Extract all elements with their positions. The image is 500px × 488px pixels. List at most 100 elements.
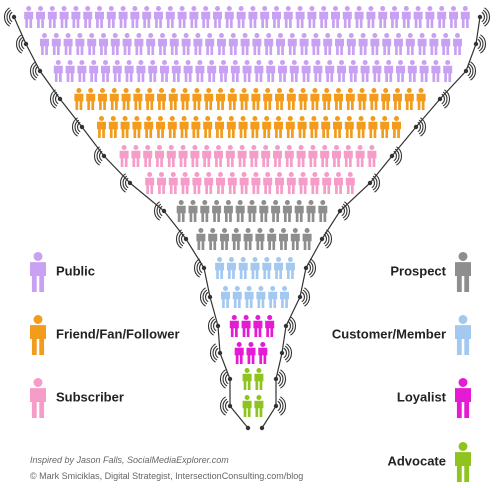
signal-arc xyxy=(286,343,292,363)
signal-arc xyxy=(212,345,218,361)
legend-icon xyxy=(30,377,46,418)
edge-dot xyxy=(303,265,309,271)
edge-dot xyxy=(245,425,251,431)
signal-arc xyxy=(50,89,56,109)
person-row xyxy=(242,367,264,390)
edge-dot xyxy=(217,350,223,356)
signal-arc xyxy=(288,318,294,334)
signal-arc xyxy=(280,396,286,416)
signal-arc xyxy=(208,316,214,336)
edge-dot xyxy=(183,236,189,242)
person-row xyxy=(145,171,355,194)
signal-arc xyxy=(481,11,485,23)
edge-dot xyxy=(259,425,265,431)
signal-arc xyxy=(441,93,445,105)
edge-dot xyxy=(79,124,85,130)
signal-arc xyxy=(77,121,81,133)
signal-arc xyxy=(6,9,12,25)
legend-icon xyxy=(455,251,471,292)
signal-arc xyxy=(326,229,332,249)
legend-icon xyxy=(455,377,471,418)
legend-label: Public xyxy=(56,263,95,278)
edge-dot xyxy=(161,208,167,214)
signal-arc xyxy=(181,233,185,245)
signal-arc xyxy=(374,173,380,193)
signal-arc xyxy=(280,369,286,389)
edge-dot xyxy=(273,403,279,409)
signal-arc xyxy=(176,229,182,249)
signal-arc xyxy=(310,258,316,278)
signal-arc xyxy=(220,396,226,416)
signal-arc xyxy=(301,291,305,303)
signal-arc xyxy=(342,203,348,219)
person-row xyxy=(215,256,295,279)
signal-arc xyxy=(30,61,36,81)
legend: Public Friend/Fan/Follower Subscriber Prosp… xyxy=(30,251,471,482)
signal-arc xyxy=(32,63,38,79)
edge-dot xyxy=(367,180,373,186)
signal-arc xyxy=(278,398,284,414)
signal-arc xyxy=(393,150,397,162)
edge-dot xyxy=(473,41,479,47)
legend-label: Subscriber xyxy=(56,389,124,404)
edge-dot xyxy=(337,208,343,214)
signal-arc xyxy=(199,262,203,274)
signal-arc xyxy=(120,173,126,193)
signal-arc xyxy=(467,65,471,77)
signal-arc xyxy=(308,260,314,276)
signal-arc xyxy=(210,343,216,363)
signal-arc xyxy=(284,345,290,361)
signal-arc xyxy=(277,373,281,385)
person-row xyxy=(242,394,264,417)
signal-arc xyxy=(484,7,490,27)
signal-arc xyxy=(52,91,58,107)
signal-arc xyxy=(442,91,448,107)
signal-arc xyxy=(21,38,25,50)
signal-arc xyxy=(372,175,378,191)
signal-arc xyxy=(74,119,80,135)
edge-dot xyxy=(101,153,107,159)
person-row xyxy=(74,87,426,110)
edge-dot xyxy=(207,294,213,300)
edge-dot xyxy=(37,68,43,74)
signal-arc xyxy=(18,36,24,52)
edge-dot xyxy=(413,124,419,130)
signal-arc xyxy=(55,93,59,105)
signal-arc xyxy=(420,117,426,137)
signal-arc xyxy=(196,260,202,276)
signal-arc xyxy=(277,400,281,412)
signal-arc xyxy=(478,36,484,52)
signal-arc xyxy=(159,205,163,217)
signal-arc xyxy=(122,175,128,191)
legend-label: Prospect xyxy=(390,263,446,278)
legend-label: Loyalist xyxy=(397,389,447,404)
signal-arc xyxy=(94,146,100,166)
signal-arc xyxy=(417,121,421,133)
signal-arc xyxy=(324,231,330,247)
edge-dot xyxy=(463,68,469,74)
signal-arc xyxy=(222,371,228,387)
funnel xyxy=(4,5,490,431)
signal-arc xyxy=(307,262,311,274)
signal-arc xyxy=(178,231,184,247)
signal-arc xyxy=(213,320,217,332)
person-row xyxy=(234,341,268,364)
signal-arc xyxy=(194,258,200,278)
signal-arc xyxy=(341,205,345,217)
signal-arc xyxy=(154,201,160,221)
edge-dot xyxy=(283,323,289,329)
signal-arc xyxy=(302,289,308,305)
legend-icon xyxy=(30,314,46,355)
signal-arc xyxy=(477,38,481,50)
legend-label: Advocate xyxy=(387,453,446,468)
signal-arc xyxy=(16,34,22,54)
signal-arc xyxy=(482,9,488,25)
edge-dot xyxy=(297,294,303,300)
edge-dot xyxy=(319,236,325,242)
signal-arc xyxy=(468,63,474,79)
legend-icon xyxy=(455,441,471,482)
signal-arc xyxy=(125,177,129,189)
edge-dot xyxy=(477,14,483,20)
edge-dot xyxy=(227,376,233,382)
person-row xyxy=(119,144,377,167)
